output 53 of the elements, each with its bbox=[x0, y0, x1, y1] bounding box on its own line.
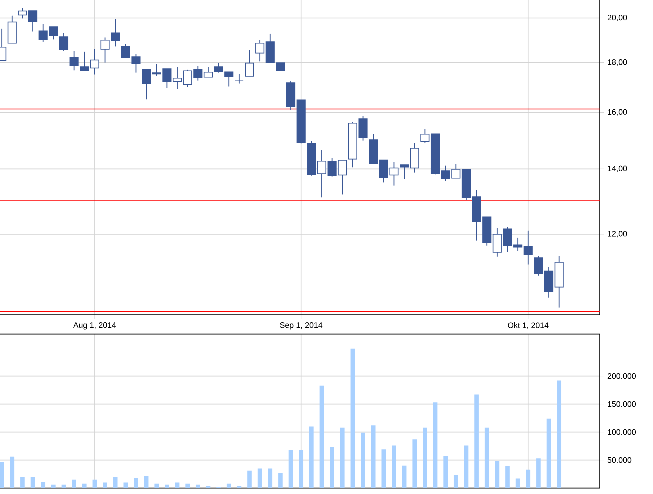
bar bbox=[196, 484, 200, 488]
bar bbox=[536, 458, 541, 488]
candlestick bbox=[245, 50, 254, 77]
bar bbox=[134, 478, 138, 488]
bar bbox=[288, 450, 294, 488]
bar bbox=[495, 461, 500, 488]
bar bbox=[361, 432, 366, 488]
bar bbox=[423, 428, 428, 488]
bar bbox=[484, 428, 490, 488]
bar bbox=[124, 482, 128, 488]
bar bbox=[433, 402, 438, 488]
bar bbox=[30, 477, 36, 488]
bar bbox=[454, 475, 458, 488]
bar bbox=[72, 480, 76, 488]
bar bbox=[546, 418, 552, 488]
bar bbox=[20, 477, 25, 488]
bar bbox=[371, 426, 376, 488]
candlestick bbox=[70, 50, 79, 72]
candlestick bbox=[8, 15, 17, 44]
bar bbox=[340, 428, 345, 488]
bar bbox=[226, 484, 232, 488]
bar bbox=[320, 386, 324, 488]
bar bbox=[144, 476, 149, 488]
bar bbox=[444, 456, 448, 488]
bar bbox=[268, 468, 273, 488]
candlestick bbox=[234, 74, 244, 84]
bar bbox=[154, 484, 160, 488]
bar bbox=[464, 446, 469, 488]
bar bbox=[82, 484, 87, 488]
bar bbox=[330, 447, 334, 488]
bar bbox=[350, 348, 356, 488]
bar bbox=[10, 456, 15, 488]
bar bbox=[258, 468, 262, 488]
bar bbox=[165, 484, 170, 488]
bar bbox=[186, 484, 190, 488]
bar bbox=[278, 473, 283, 488]
bar bbox=[526, 470, 531, 488]
bar bbox=[175, 482, 180, 488]
bar bbox=[474, 394, 479, 488]
bar bbox=[506, 466, 510, 488]
bar bbox=[392, 446, 396, 488]
bar bbox=[310, 426, 314, 488]
bar bbox=[557, 380, 562, 488]
bar bbox=[412, 440, 418, 488]
bar bbox=[103, 482, 108, 488]
bar bbox=[113, 477, 118, 488]
bar bbox=[41, 482, 46, 488]
bar bbox=[382, 450, 386, 488]
bar bbox=[52, 484, 56, 488]
bar bbox=[402, 466, 407, 488]
candlestick bbox=[59, 32, 69, 52]
bar bbox=[299, 450, 304, 488]
bar bbox=[248, 470, 252, 488]
